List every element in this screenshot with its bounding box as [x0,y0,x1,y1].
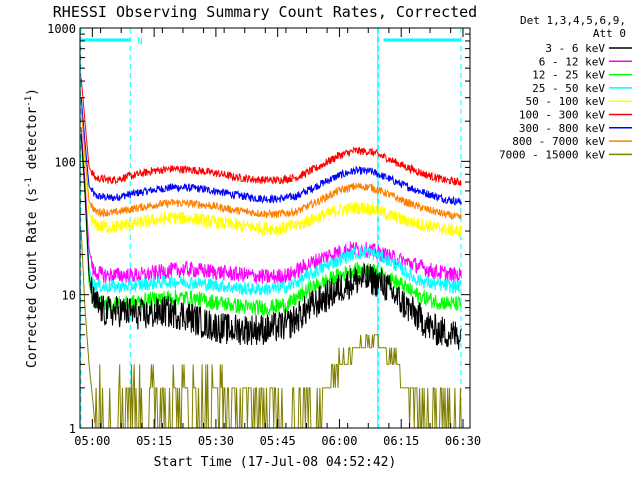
legend-header: Att 0 [593,27,626,40]
series-line [80,127,462,238]
y-label-sup2: -1 [24,96,34,107]
series-line [80,231,96,424]
legend-label: 7000 - 15000 keV [499,148,605,161]
y-label-sup1: -1 [24,177,34,188]
legend-header: Det 1,3,4,5,6,9, [520,14,626,27]
plot-area: N [80,28,462,429]
series-line [80,108,462,220]
night-label: N [137,37,142,47]
x-tick-label: 05:15 [136,434,172,448]
x-tick-label: 06:30 [445,434,481,448]
legend-label: 300 - 800 keV [519,122,605,135]
plot-frame [79,27,471,429]
series-line [80,137,462,316]
series-line [80,78,462,186]
series-line [80,134,462,296]
legend-label: 6 - 12 keV [539,55,606,68]
x-axis-label: Start Time (17-Jul-08 04:52:42) [154,455,397,470]
legend-label: 50 - 100 keV [526,95,606,108]
series-line [80,134,462,350]
series-line [80,127,462,284]
axes: 1 10 100 1000 05:00 05:15 05:30 05:45 06:00 06:15… [47,22,481,448]
x-tick-label: 06:15 [383,434,419,448]
series-line [80,97,462,206]
x-tick-label: 06:00 [321,434,357,448]
y-tick-label: 10 [62,289,76,303]
y-tick-label: 100 [54,155,76,169]
legend-label: 25 - 50 keV [532,82,605,95]
y-axis-label: Corrected Count Rate (s-1 detector-1) [24,88,40,368]
y-tick-label: 1000 [47,22,76,36]
legend-label: 3 - 6 keV [545,42,605,55]
x-tick-label: 05:45 [260,434,296,448]
x-tick-label: 05:30 [198,434,234,448]
legend-label: 12 - 25 keV [532,69,605,82]
y-label-end: ) [25,88,40,96]
x-tick-label: 05:00 [74,434,110,448]
chart-title: RHESSI Observing Summary Count Rates, Co… [53,3,477,21]
legend-label: 100 - 300 keV [519,109,605,122]
y-label-mid: detector [25,107,40,178]
series-line-7000-15000 [94,334,462,429]
y-label-main: Corrected Count Rate (s [25,188,40,368]
legend-label: 800 - 7000 keV [512,135,605,148]
y-tick-label: 1 [69,422,76,436]
